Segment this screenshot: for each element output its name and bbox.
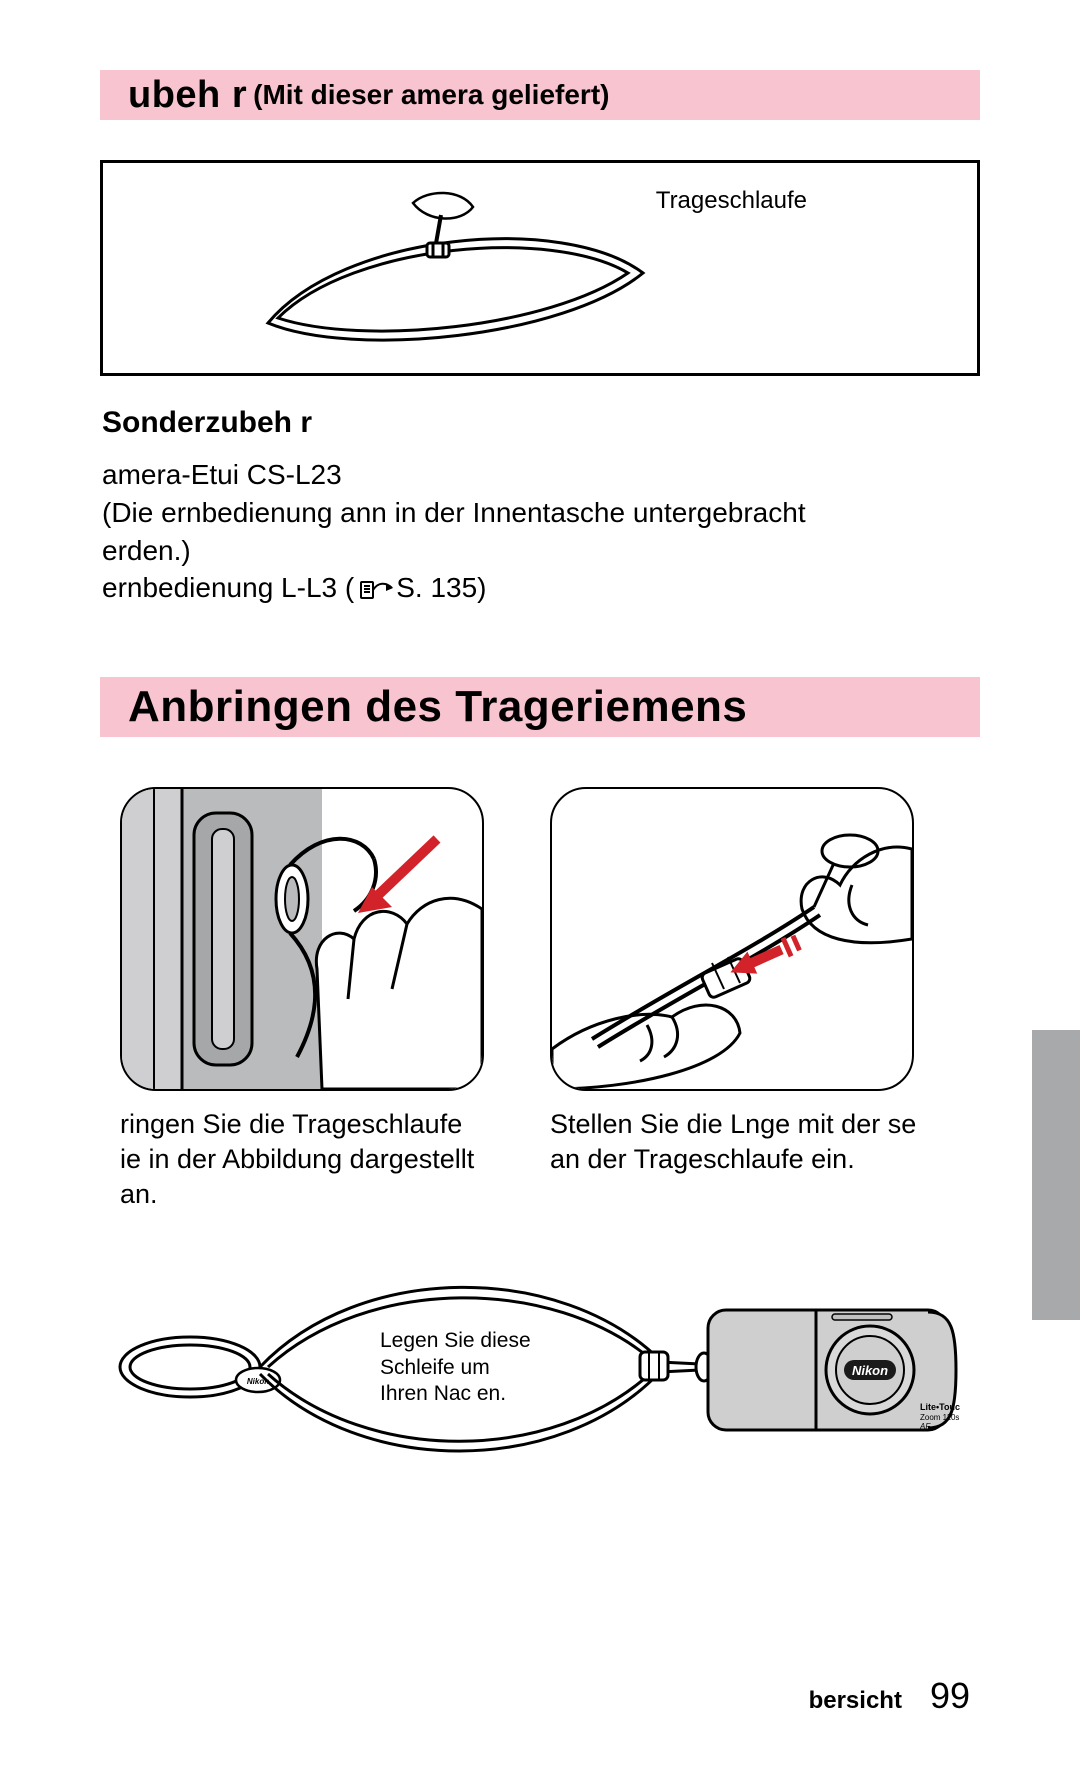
special-accessories-text: amera-Etui CS-L23 (Die ernbedienung ann … (102, 456, 980, 607)
page-footer: bersicht 99 (809, 1675, 970, 1717)
strap-illustration (213, 183, 683, 363)
special-accessories-heading: Sonderzubeh r (102, 406, 980, 440)
step2-illustration (550, 787, 914, 1091)
camera-model-line2: Zoom 110s (920, 1413, 959, 1422)
footer-section-label: bersicht (809, 1687, 902, 1715)
text-line: erden.) (102, 535, 191, 566)
loop-caption: Legen Sie diese Schleife um Ihren Nac en… (380, 1328, 531, 1407)
heading-title: ubeh r (128, 74, 247, 117)
heading-subtitle: (Mit dieser amera geliefert) (253, 79, 609, 111)
text-line: (Die ernbedienung ann in der Innentasche… (102, 497, 806, 528)
heading-bar-attaching: Anbringen des Trageriemens (100, 677, 980, 737)
camera-brand: Nikon (852, 1363, 888, 1378)
step-illustrations: ringen Sie die Trageschlaufe ie in der A… (120, 787, 980, 1212)
camera-model-line1: Lite•Touch (920, 1402, 960, 1412)
heading-bar-accessories: ubeh r (Mit dieser amera geliefert) (100, 70, 980, 120)
text-line: S. 135) (396, 572, 486, 603)
step2-text: Stellen Sie die Lnge mit der se an der T… (550, 1107, 920, 1177)
section-side-tab (1032, 1030, 1080, 1320)
text-line: ernbedienung L-L3 ( (102, 572, 354, 603)
step1-text: ringen Sie die Trageschlaufe ie in der A… (120, 1107, 490, 1212)
heading-title-2: Anbringen des Trageriemens (128, 682, 747, 732)
strap-frame: Trageschlaufe (100, 160, 980, 376)
step-1: ringen Sie die Trageschlaufe ie in der A… (120, 787, 490, 1212)
camera-model-line3: AF (919, 1422, 931, 1431)
step-2: Stellen Sie die Lnge mit der se an der T… (550, 787, 920, 1212)
text-line: amera-Etui CS-L23 (102, 459, 342, 490)
step1-illustration (120, 787, 484, 1091)
footer-page-number: 99 (930, 1675, 970, 1717)
loop-camera-illustration: Nikon (100, 1252, 980, 1482)
page-reference-icon (360, 578, 394, 600)
